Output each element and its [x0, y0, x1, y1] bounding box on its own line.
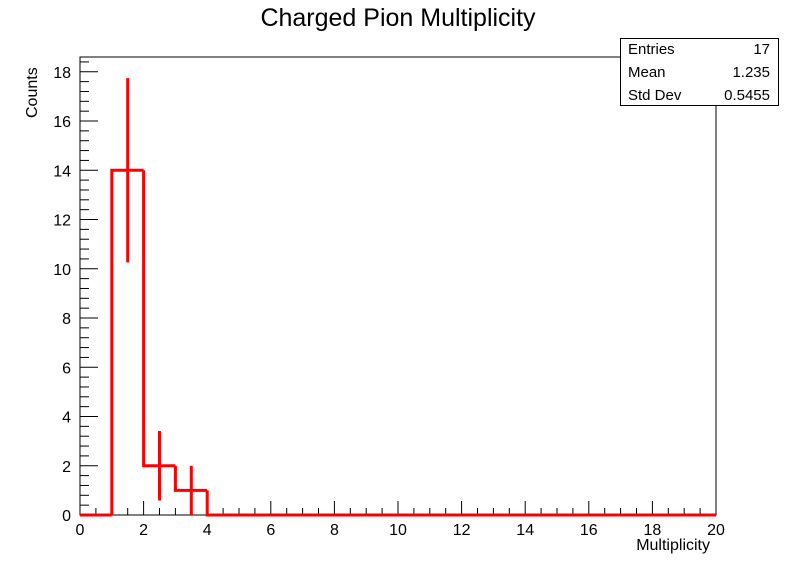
histogram-bins [80, 168, 716, 517]
x-tick-label: 12 [453, 522, 471, 539]
y-tick-label: 4 [62, 410, 71, 427]
x-tick-label: 20 [707, 522, 725, 539]
x-tick-label: 6 [266, 522, 275, 539]
y-tick-label: 10 [53, 262, 71, 279]
stats-row-mean: Mean 1.235 [628, 64, 770, 86]
y-tick-label: 18 [53, 65, 71, 82]
y-tick-label: 16 [53, 114, 71, 131]
stats-label: Mean [628, 64, 666, 81]
stats-row-entries: Entries 17 [628, 41, 770, 63]
x-tick-label: 18 [644, 522, 662, 539]
x-tick-label: 0 [76, 522, 85, 539]
x-axis: 0 2 4 6 8 10 12 14 16 18 20 [76, 501, 725, 539]
x-tick-label: 14 [516, 522, 534, 539]
histogram-bin [173, 465, 208, 492]
histogram-bin [142, 170, 176, 468]
y-tick-label: 0 [62, 508, 71, 525]
x-tick-label: 10 [389, 522, 407, 539]
x-tick-label: 8 [330, 522, 339, 539]
x-axis-label: Multiplicity [636, 537, 710, 554]
x-tick-label: 4 [203, 522, 212, 539]
y-tick-label: 2 [62, 459, 71, 476]
histogram-bin [110, 168, 144, 515]
x-tick-label: 16 [580, 522, 598, 539]
stats-label: Entries [628, 41, 675, 58]
stats-value: 0.5455 [724, 87, 770, 104]
y-tick-label: 6 [62, 360, 71, 377]
y-tick-label: 8 [62, 311, 71, 328]
y-axis: 0 2 4 6 8 10 12 14 16 18 [53, 61, 98, 525]
y-tick-label: 14 [53, 163, 71, 180]
histogram-bin [205, 490, 239, 517]
stats-row-std-dev: Std Dev 0.5455 [628, 87, 770, 109]
x-tick-label: 2 [139, 522, 148, 539]
y-tick-label: 12 [53, 213, 71, 230]
stats-label: Std Dev [628, 87, 682, 104]
plot-frame [79, 56, 717, 516]
y-axis-label: Counts [24, 67, 41, 118]
chart-title: Charged Pion Multiplicity [260, 4, 536, 32]
stats-box: Entries 17 Mean 1.235 Std Dev 0.5455 [620, 38, 779, 106]
stats-value: 17 [753, 41, 770, 58]
stats-value: 1.235 [732, 64, 770, 81]
error-bars [126, 78, 193, 515]
